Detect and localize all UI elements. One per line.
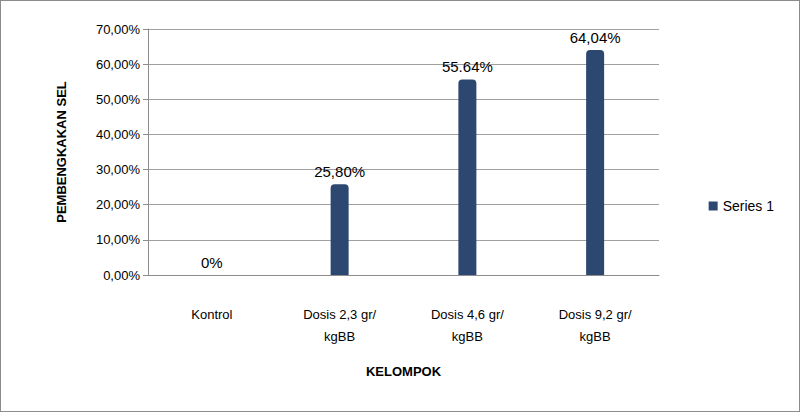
svg-text:0,00%: 0,00%	[103, 268, 140, 283]
svg-text:Dosis 9,2 gr/: Dosis 9,2 gr/	[559, 307, 632, 322]
svg-text:Dosis 4,6 gr/: Dosis 4,6 gr/	[431, 307, 504, 322]
svg-text:Dosis 2,3 gr/: Dosis 2,3 gr/	[303, 307, 376, 322]
svg-text:KELOMPOK: KELOMPOK	[366, 364, 442, 379]
svg-text:64,04%: 64,04%	[570, 29, 621, 46]
svg-text:50,00%: 50,00%	[96, 92, 141, 107]
svg-text:40,00%: 40,00%	[96, 127, 141, 142]
svg-text:0%: 0%	[201, 254, 223, 271]
svg-text:55.64%: 55.64%	[442, 58, 493, 75]
svg-text:kgBB: kgBB	[324, 329, 355, 344]
svg-text:25,80%: 25,80%	[314, 163, 365, 180]
svg-text:30,00%: 30,00%	[96, 162, 141, 177]
svg-text:Series 1: Series 1	[723, 198, 775, 214]
svg-text:kgBB: kgBB	[452, 329, 483, 344]
svg-text:60,00%: 60,00%	[96, 57, 141, 72]
svg-text:20,00%: 20,00%	[96, 197, 141, 212]
svg-text:Kontrol: Kontrol	[191, 307, 232, 322]
svg-text:kgBB: kgBB	[580, 329, 611, 344]
svg-text:70,00%: 70,00%	[96, 22, 141, 37]
svg-text:10,00%: 10,00%	[96, 232, 141, 247]
svg-text:PEMBENGKAKAN SEL: PEMBENGKAKAN SEL	[54, 81, 69, 223]
